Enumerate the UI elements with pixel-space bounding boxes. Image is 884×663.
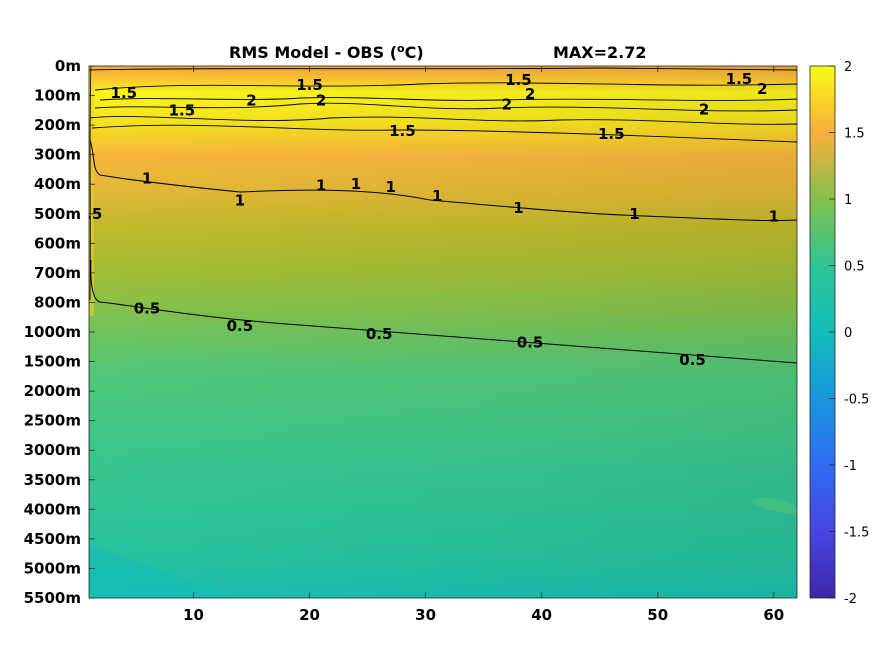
contour-label: 1 (769, 208, 779, 226)
contour-label: 2 (525, 85, 535, 103)
contour-label: 1 (316, 177, 326, 195)
contour-line-2-upper (94, 82, 797, 91)
x-tick-label: 20 (299, 606, 320, 624)
contour-label: 2 (502, 95, 512, 113)
contour-label: 0.5 (76, 205, 103, 223)
y-tick-label: 3500m (24, 471, 81, 489)
contour-line-1.5-upper (89, 116, 797, 125)
contour-label: 2 (316, 92, 326, 110)
y-tick-label: 600m (34, 234, 81, 252)
contour-label: 0.5 (517, 334, 544, 352)
y-tick-label: 4500m (24, 530, 81, 548)
contour-label: 1.5 (389, 122, 416, 140)
y-tick-label: 200m (34, 116, 81, 134)
left-edge-band (89, 66, 94, 316)
y-tick-label: 2000m (24, 382, 81, 400)
contour-label: 1 (235, 191, 245, 209)
chart-title: RMS Model - OBS (oC) (229, 42, 424, 62)
contour-label: 1 (351, 175, 361, 193)
y-tick-label: 1500m (24, 353, 81, 371)
contour-line-2-middle (99, 97, 797, 101)
y-tick-label: 0m (55, 57, 81, 75)
y-tick-label: 4000m (24, 500, 81, 518)
contour-line-1.5-lower (91, 124, 797, 143)
colorbar-tick-label: 1 (844, 193, 852, 208)
x-axis: 10 20 30 40 50 60 (183, 66, 784, 624)
contour-line-1.5-surface (89, 67, 797, 71)
y-tick-label: 300m (34, 146, 81, 164)
contour-label: 1 (513, 199, 523, 217)
y-tick-label: 500m (34, 205, 81, 223)
deep-green-patch (96, 440, 118, 495)
contour-line-0.5 (90, 259, 797, 364)
contour-label: 1 (432, 187, 442, 205)
title: RMS Model - OBS (oC) MAX=2.72 (229, 42, 647, 62)
contour-label: 1.5 (726, 70, 753, 88)
x-tick-label: 10 (183, 606, 204, 624)
contour-label: 1 (142, 169, 152, 187)
colorbar: 2 1.5 1 0.5 0 -0.5 -1 -1.5 -2 (809, 60, 869, 607)
contour-label: 0.5 (134, 299, 161, 317)
deep-cyan-patch (89, 545, 240, 598)
contour-label: 1.5 (111, 84, 138, 102)
contour-label: 1.5 (505, 71, 532, 89)
max-value-label: MAX=2.72 (553, 43, 647, 62)
y-axis: 0m 100m 200m 300m 400m 500m 600m 700m 800m 1000m 1… (24, 57, 95, 607)
contour-label: 1.5 (598, 125, 625, 143)
contour-line-1 (89, 139, 797, 222)
contour-line-left-edge (89, 66, 92, 301)
y-tick-label: 5500m (24, 589, 81, 607)
y-tick-label: 1000m (24, 323, 81, 341)
contour-label: 1.5 (296, 76, 323, 94)
contour-label: 2 (699, 100, 709, 118)
colorbar-tick-label: 2 (844, 60, 852, 75)
contour-label: 1 (629, 205, 639, 223)
y-tick-label: 100m (34, 87, 81, 105)
y-tick-label: 3000m (24, 441, 81, 459)
colorbar-tick-label: -0.5 (844, 393, 869, 408)
x-tick-label: 30 (415, 606, 436, 624)
contour-line-2-lower (94, 102, 797, 112)
contour-label: 2 (246, 92, 256, 110)
colorbar-ticks: 2 1.5 1 0.5 0 -0.5 -1 -1.5 -2 (829, 60, 869, 607)
y-tick-label: 5000m (24, 559, 81, 577)
contour-label: 1.5 (169, 101, 196, 119)
y-tick-label: 2500m (24, 412, 81, 430)
colorbar-tick-label: 1.5 (844, 127, 865, 142)
heatmap-shade (89, 66, 797, 598)
y-tick-label: 800m (34, 293, 81, 311)
contour-label: 2 (757, 80, 767, 98)
y-tick-label: 700m (34, 264, 81, 282)
colorbar-tick-label: 0.5 (844, 260, 865, 275)
colorbar-tick-label: -1 (844, 459, 857, 474)
y-tick-label: 400m (34, 175, 81, 193)
x-tick-label: 60 (763, 606, 784, 624)
colorbar-tick-label: -2 (844, 592, 857, 607)
x-tick-label: 50 (647, 606, 668, 624)
x-tick-label: 40 (531, 606, 552, 624)
contour-label: 0.5 (366, 325, 393, 343)
contour-label: 0.5 (679, 351, 706, 369)
contour-label: 1 (386, 178, 396, 196)
contour-label: 0.5 (227, 317, 254, 335)
colorbar-tick-label: 0 (844, 326, 852, 341)
right-green-patch (750, 497, 797, 515)
colorbar-tick-label: -1.5 (844, 526, 869, 541)
contour-lines (89, 66, 797, 364)
